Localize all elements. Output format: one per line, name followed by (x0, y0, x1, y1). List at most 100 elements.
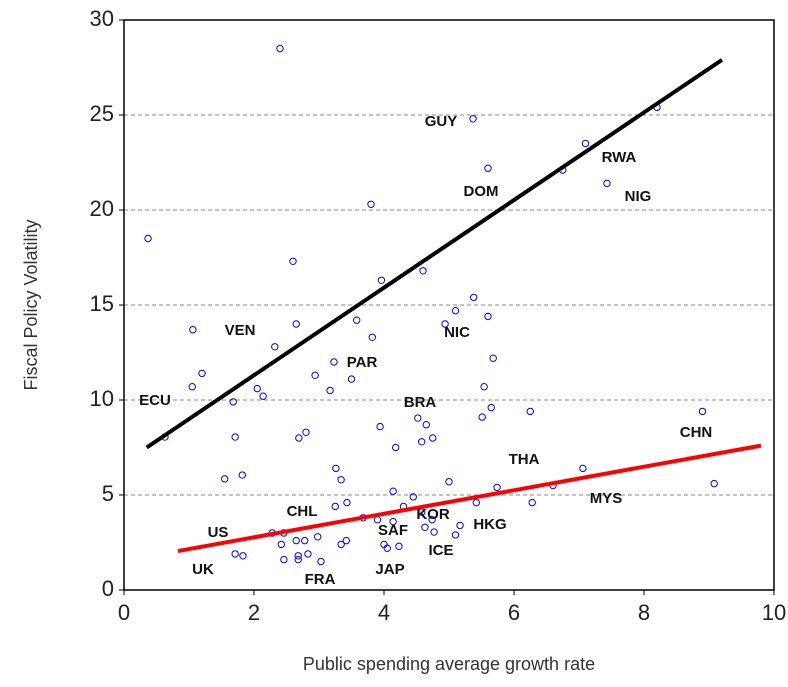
country-label: JAP (375, 561, 404, 578)
x-tick-label: 4 (378, 600, 390, 625)
point (271, 343, 279, 351)
x-tick-label: 8 (638, 600, 650, 625)
point (414, 414, 422, 422)
point (445, 478, 453, 486)
point (429, 434, 437, 442)
point (710, 479, 718, 488)
point (470, 293, 478, 302)
country-label: KOR (416, 506, 450, 523)
point (392, 443, 400, 452)
point (276, 44, 284, 53)
point (451, 307, 460, 315)
y-tick-label: 30 (90, 6, 114, 31)
point (367, 200, 375, 209)
country-label: DOM (464, 183, 499, 200)
country-label: GUY (425, 113, 458, 130)
point (383, 544, 391, 552)
point (221, 475, 229, 483)
point (484, 312, 492, 321)
point (295, 434, 303, 442)
y-tick-label: 25 (90, 101, 114, 126)
point (292, 320, 300, 328)
point (239, 552, 247, 560)
y-tick-label: 15 (90, 291, 114, 316)
point (472, 498, 480, 507)
point (347, 375, 356, 383)
point (353, 316, 361, 324)
point (342, 536, 350, 545)
point (698, 407, 707, 416)
point (603, 179, 611, 188)
point (280, 555, 288, 564)
country-label: ICE (428, 542, 453, 559)
country-label: VEN (225, 322, 256, 339)
point (376, 422, 384, 431)
point (469, 115, 477, 123)
x-tick-label: 10 (762, 600, 786, 625)
point (409, 493, 417, 501)
point (332, 464, 340, 473)
point (337, 476, 345, 484)
point (526, 407, 534, 416)
point (231, 550, 239, 558)
point (259, 392, 267, 400)
country-label: NIC (444, 324, 470, 341)
x-tick-label: 6 (508, 600, 520, 625)
fit-line (145, 58, 724, 450)
fit-line (177, 443, 762, 554)
plot-frame (123, 19, 775, 591)
point (489, 354, 497, 362)
point (294, 555, 302, 564)
point (326, 386, 334, 395)
point (456, 521, 464, 530)
point (301, 536, 309, 545)
x-axis-label: Public spending average growth rate (303, 654, 595, 674)
point (229, 398, 237, 406)
point (331, 502, 339, 511)
point (189, 326, 197, 334)
point (343, 498, 351, 507)
point (188, 383, 196, 391)
x-tick-label: 0 (118, 600, 130, 625)
country-label: ECU (139, 392, 171, 409)
point (311, 371, 319, 379)
point (422, 421, 430, 429)
point (294, 552, 302, 560)
y-tick-label: 10 (90, 386, 114, 411)
point (314, 533, 322, 541)
point (317, 557, 325, 566)
point (480, 383, 488, 391)
y-tick-label: 20 (90, 196, 114, 221)
country-label: MYS (590, 490, 623, 507)
point (368, 333, 376, 341)
country-label: NIG (625, 188, 652, 205)
point (277, 540, 285, 549)
point (441, 320, 449, 328)
x-tick-label: 2 (248, 600, 260, 625)
point (419, 267, 427, 275)
point (377, 276, 386, 284)
point (289, 257, 297, 265)
point (238, 471, 247, 479)
point (253, 384, 261, 393)
country-label: UK (192, 561, 214, 578)
y-tick-label: 5 (102, 481, 114, 506)
point (484, 164, 492, 172)
point (198, 369, 206, 378)
country-label: CHL (287, 503, 318, 520)
country-label: CHN (680, 424, 713, 441)
y-tick-label: 0 (102, 576, 114, 601)
point (337, 540, 345, 549)
country-label: SAF (378, 522, 408, 539)
point (395, 542, 403, 550)
point (528, 498, 536, 507)
country-label: PAR (347, 354, 378, 371)
point (421, 523, 429, 531)
point (487, 403, 495, 412)
point (292, 536, 300, 545)
point (428, 516, 436, 524)
country-label: HKG (473, 516, 506, 533)
point (579, 464, 587, 473)
point (389, 517, 397, 526)
